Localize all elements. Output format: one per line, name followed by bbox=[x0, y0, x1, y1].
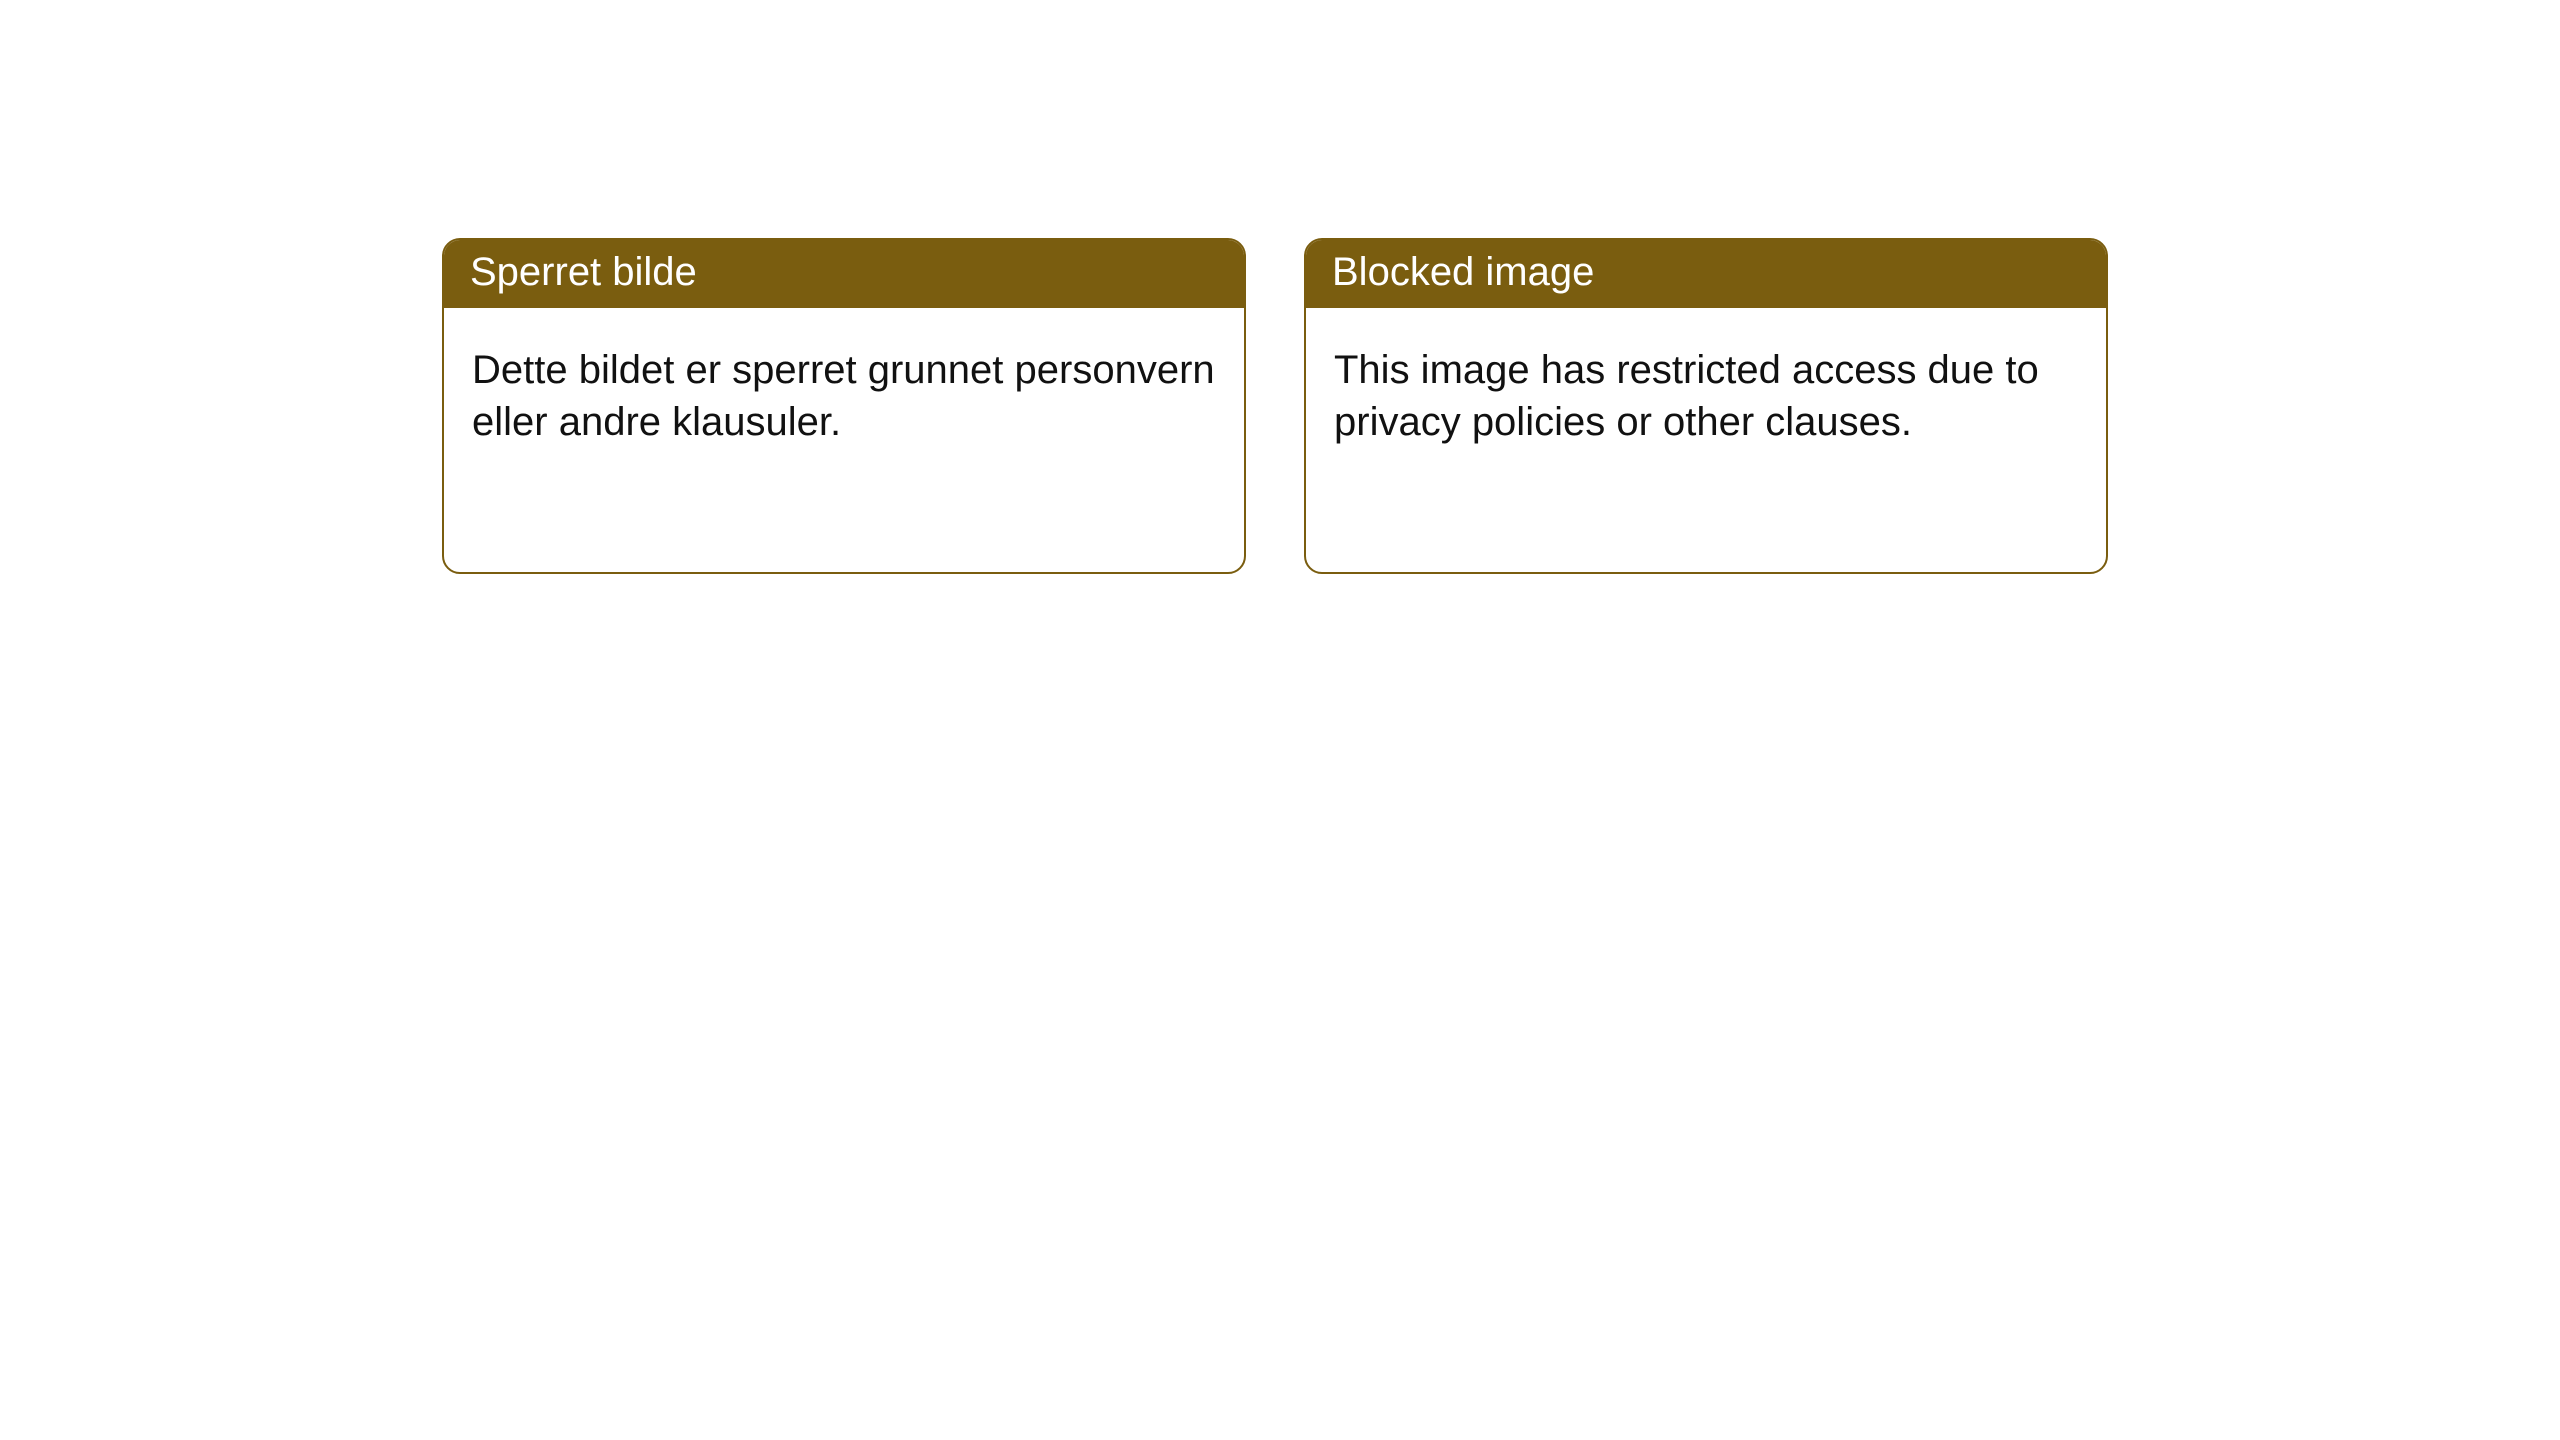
notice-body-norwegian: Dette bildet er sperret grunnet personve… bbox=[444, 308, 1244, 484]
notice-panel-english: Blocked image This image has restricted … bbox=[1304, 238, 2108, 574]
notice-panel-norwegian: Sperret bilde Dette bildet er sperret gr… bbox=[442, 238, 1246, 574]
notice-body-english: This image has restricted access due to … bbox=[1306, 308, 2106, 484]
notice-panel-container: Sperret bilde Dette bildet er sperret gr… bbox=[442, 238, 2108, 574]
notice-header-english: Blocked image bbox=[1306, 240, 2106, 308]
notice-header-norwegian: Sperret bilde bbox=[444, 240, 1244, 308]
